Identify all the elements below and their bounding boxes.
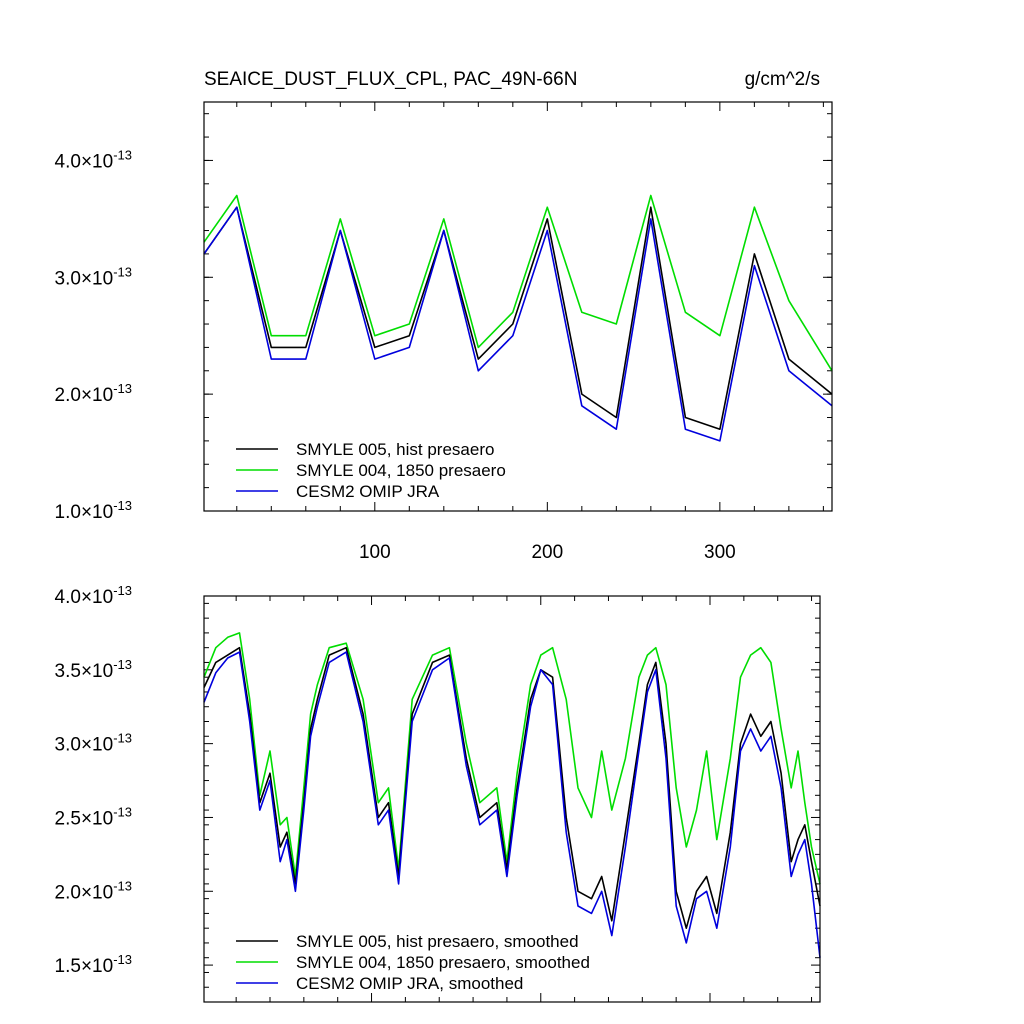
bottom-series-line-green	[203, 632, 821, 885]
top-y-tick-label: 3.0×10-13	[55, 264, 132, 289]
bottom-legend: SMYLE 005, hist presaero, smoothed SMYLE…	[236, 932, 590, 993]
top-axis-ticks: 100 200 300 1.0×10-13 2.0×10-13 3.0×10-13 4.0×…	[55, 102, 832, 563]
bottom-y-tick-label: 4.0×10-13	[55, 583, 132, 608]
top-series-group	[203, 194, 833, 442]
top-legend-label-cesm2: CESM2 OMIP JRA	[296, 482, 440, 501]
top-chart-title: SEAICE_DUST_FLUX_CPL, PAC_49N-66N	[204, 69, 577, 90]
top-chart-units: g/cm^2/s	[745, 69, 820, 90]
top-series-line-black	[203, 206, 833, 431]
bottom-axis-ticks: 1.5×10-13 2.0×10-13 2.5×10-13 3.0×10-13 3.5×…	[55, 583, 820, 1003]
top-y-tick-label: 1.0×10-13	[55, 498, 132, 523]
bottom-legend-label-cesm2: CESM2 OMIP JRA, smoothed	[296, 974, 523, 993]
top-legend-label-smyle005: SMYLE 005, hist presaero	[296, 440, 494, 459]
top-x-tick-label: 100	[359, 542, 391, 563]
bottom-panel: 1.5×10-13 2.0×10-13 2.5×10-13 3.0×10-13 3.5×…	[55, 583, 821, 1003]
bottom-y-tick-label: 3.0×10-13	[55, 731, 132, 756]
bottom-series-group	[203, 632, 821, 958]
bottom-y-tick-label: 2.0×10-13	[55, 878, 132, 903]
bottom-y-tick-label: 3.5×10-13	[55, 657, 132, 682]
top-y-tick-label: 4.0×10-13	[55, 147, 132, 172]
bottom-plot-frame	[203, 595, 821, 1003]
bottom-legend-label-smyle004: SMYLE 004, 1850 presaero, smoothed	[296, 953, 590, 972]
top-panel: SEAICE_DUST_FLUX_CPL, PAC_49N-66N g/cm^2…	[55, 69, 833, 563]
top-x-tick-label: 200	[531, 542, 563, 563]
bottom-legend-label-smyle005: SMYLE 005, hist presaero, smoothed	[296, 932, 579, 951]
bottom-y-tick-label: 2.5×10-13	[55, 804, 132, 829]
top-plot-frame	[203, 101, 833, 512]
top-series-line-green	[203, 194, 833, 372]
top-y-tick-label: 2.0×10-13	[55, 381, 132, 406]
top-series-line-blue	[203, 206, 833, 442]
top-x-tick-label: 300	[704, 542, 736, 563]
bottom-series-line-blue	[203, 651, 821, 958]
bottom-y-tick-label: 1.5×10-13	[55, 952, 132, 977]
top-legend: SMYLE 005, hist presaero SMYLE 004, 1850…	[236, 440, 506, 501]
top-legend-label-smyle004: SMYLE 004, 1850 presaero	[296, 461, 506, 480]
